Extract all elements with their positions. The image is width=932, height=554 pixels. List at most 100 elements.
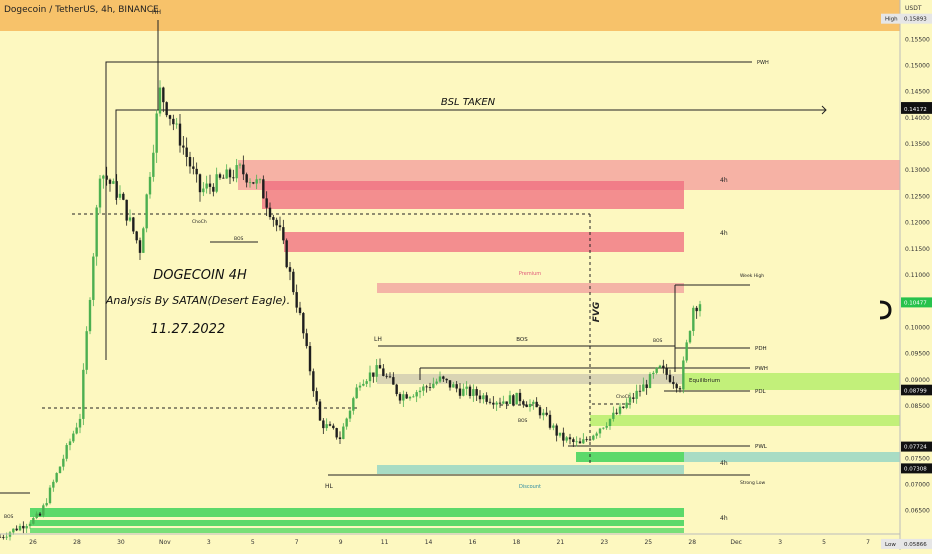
candle-body (78, 418, 82, 428)
time-tick-label: 30 (117, 539, 125, 546)
candle-body (625, 402, 628, 408)
price-marker-tag-label: Low (885, 542, 896, 548)
candle-body (412, 396, 415, 398)
price-marker-box (901, 463, 932, 474)
candle-body (22, 525, 25, 529)
candle-body (5, 536, 8, 538)
candle-body (222, 177, 225, 179)
time-tick-label: 5 (822, 539, 826, 546)
candles-layer (0, 80, 702, 541)
price-marker-box (901, 385, 932, 396)
equilibrium-label: Equilibrium (689, 378, 720, 384)
candle-body (252, 182, 255, 184)
candle-body (25, 526, 28, 529)
time-tick-label: 7 (866, 539, 870, 546)
fvg-label: FVG (592, 302, 602, 323)
candle-body (618, 406, 622, 414)
candle-body (62, 458, 65, 467)
price-marker: 0.10477 (901, 297, 932, 308)
candle-body (118, 193, 122, 198)
candle-body (465, 386, 468, 389)
price-marker-box (901, 13, 932, 24)
candle-body (668, 374, 672, 382)
candle-body (425, 386, 428, 388)
price-marker-value: 0.05866 (904, 542, 927, 548)
candle-body (485, 395, 488, 402)
candle-body (242, 164, 245, 175)
candle-body (508, 395, 512, 404)
candle-body (695, 307, 698, 312)
price-tick-label: 0.15500 (905, 36, 930, 43)
candle-body (198, 174, 202, 193)
candle-body (548, 414, 552, 428)
candle-body (132, 217, 135, 232)
hh-label: HH (152, 9, 161, 16)
time-tick-label: 5 (251, 539, 255, 546)
bos-left-label: BOS (4, 514, 14, 520)
price-scale-bg (900, 0, 932, 550)
candle-body (298, 307, 302, 314)
candle-body (595, 433, 598, 436)
candle-body (295, 292, 298, 308)
lh-label: LH (374, 336, 382, 343)
candle-body (555, 425, 558, 436)
candle-body (578, 441, 582, 444)
candle-body (445, 378, 448, 381)
candle-body (502, 401, 505, 404)
candle-body (355, 387, 358, 399)
candle-body (638, 390, 642, 392)
candle-body (528, 403, 532, 408)
candle-body (232, 177, 235, 179)
candle-body (115, 181, 118, 198)
candle-body (55, 473, 58, 482)
candle-body (272, 217, 275, 220)
price-marker-tag-label: High (885, 17, 898, 23)
candle-body (112, 181, 115, 184)
time-tick-label: 14 (425, 539, 433, 546)
price-tick-label: 0.09500 (905, 351, 930, 358)
time-axis[interactable]: 26 28 30 Nov 3 5 7 9 11 14 16 18 21 23 25 28 Dec 3 5 7 (0, 533, 900, 546)
premium-label: Premium (519, 271, 541, 277)
candle-body (152, 152, 155, 177)
candle-body (45, 503, 48, 506)
candle-body (395, 384, 398, 395)
candle-body (182, 145, 185, 148)
candle-body (522, 401, 525, 405)
candle-body (228, 169, 232, 178)
candle-body (565, 437, 568, 441)
candle-body (305, 333, 308, 347)
candle-body (642, 384, 645, 392)
candle-body (482, 395, 485, 400)
candle-body (398, 394, 402, 401)
time-axis-bg (0, 534, 900, 550)
price-ticks: 0.15500 0.15000 0.14500 0.14000 0.13500 0.130… (905, 36, 930, 514)
price-scale[interactable]: USDT (899, 0, 922, 550)
price-markers: High0.158930.142060.141720.104770.088100… (881, 13, 932, 549)
candle-body (538, 407, 542, 416)
candle-body (402, 394, 405, 401)
candle-body (12, 528, 15, 533)
candle-body (348, 410, 352, 419)
candle-body (575, 441, 578, 443)
premium-zone (377, 283, 684, 293)
bsl-arrow (821, 105, 827, 115)
price-marker: 0.07308 (901, 463, 932, 474)
demand-zone-bottom-2 (30, 520, 684, 526)
candle-body (268, 207, 272, 218)
candle-body (462, 388, 465, 396)
candle-body (145, 194, 148, 229)
candle-body (375, 365, 378, 377)
price-tick-label: 0.15000 (905, 62, 930, 69)
bos-small-label: BOS (234, 236, 244, 242)
candle-body (342, 426, 345, 439)
time-tick-label: 23 (600, 539, 608, 546)
candle-body (512, 395, 515, 405)
time-tick-label: 21 (557, 539, 565, 546)
candle-body (208, 183, 212, 187)
price-marker-value: 0.15893 (904, 17, 927, 23)
candle-body (558, 432, 562, 436)
candle-body (672, 381, 675, 385)
candle-body (678, 388, 682, 390)
